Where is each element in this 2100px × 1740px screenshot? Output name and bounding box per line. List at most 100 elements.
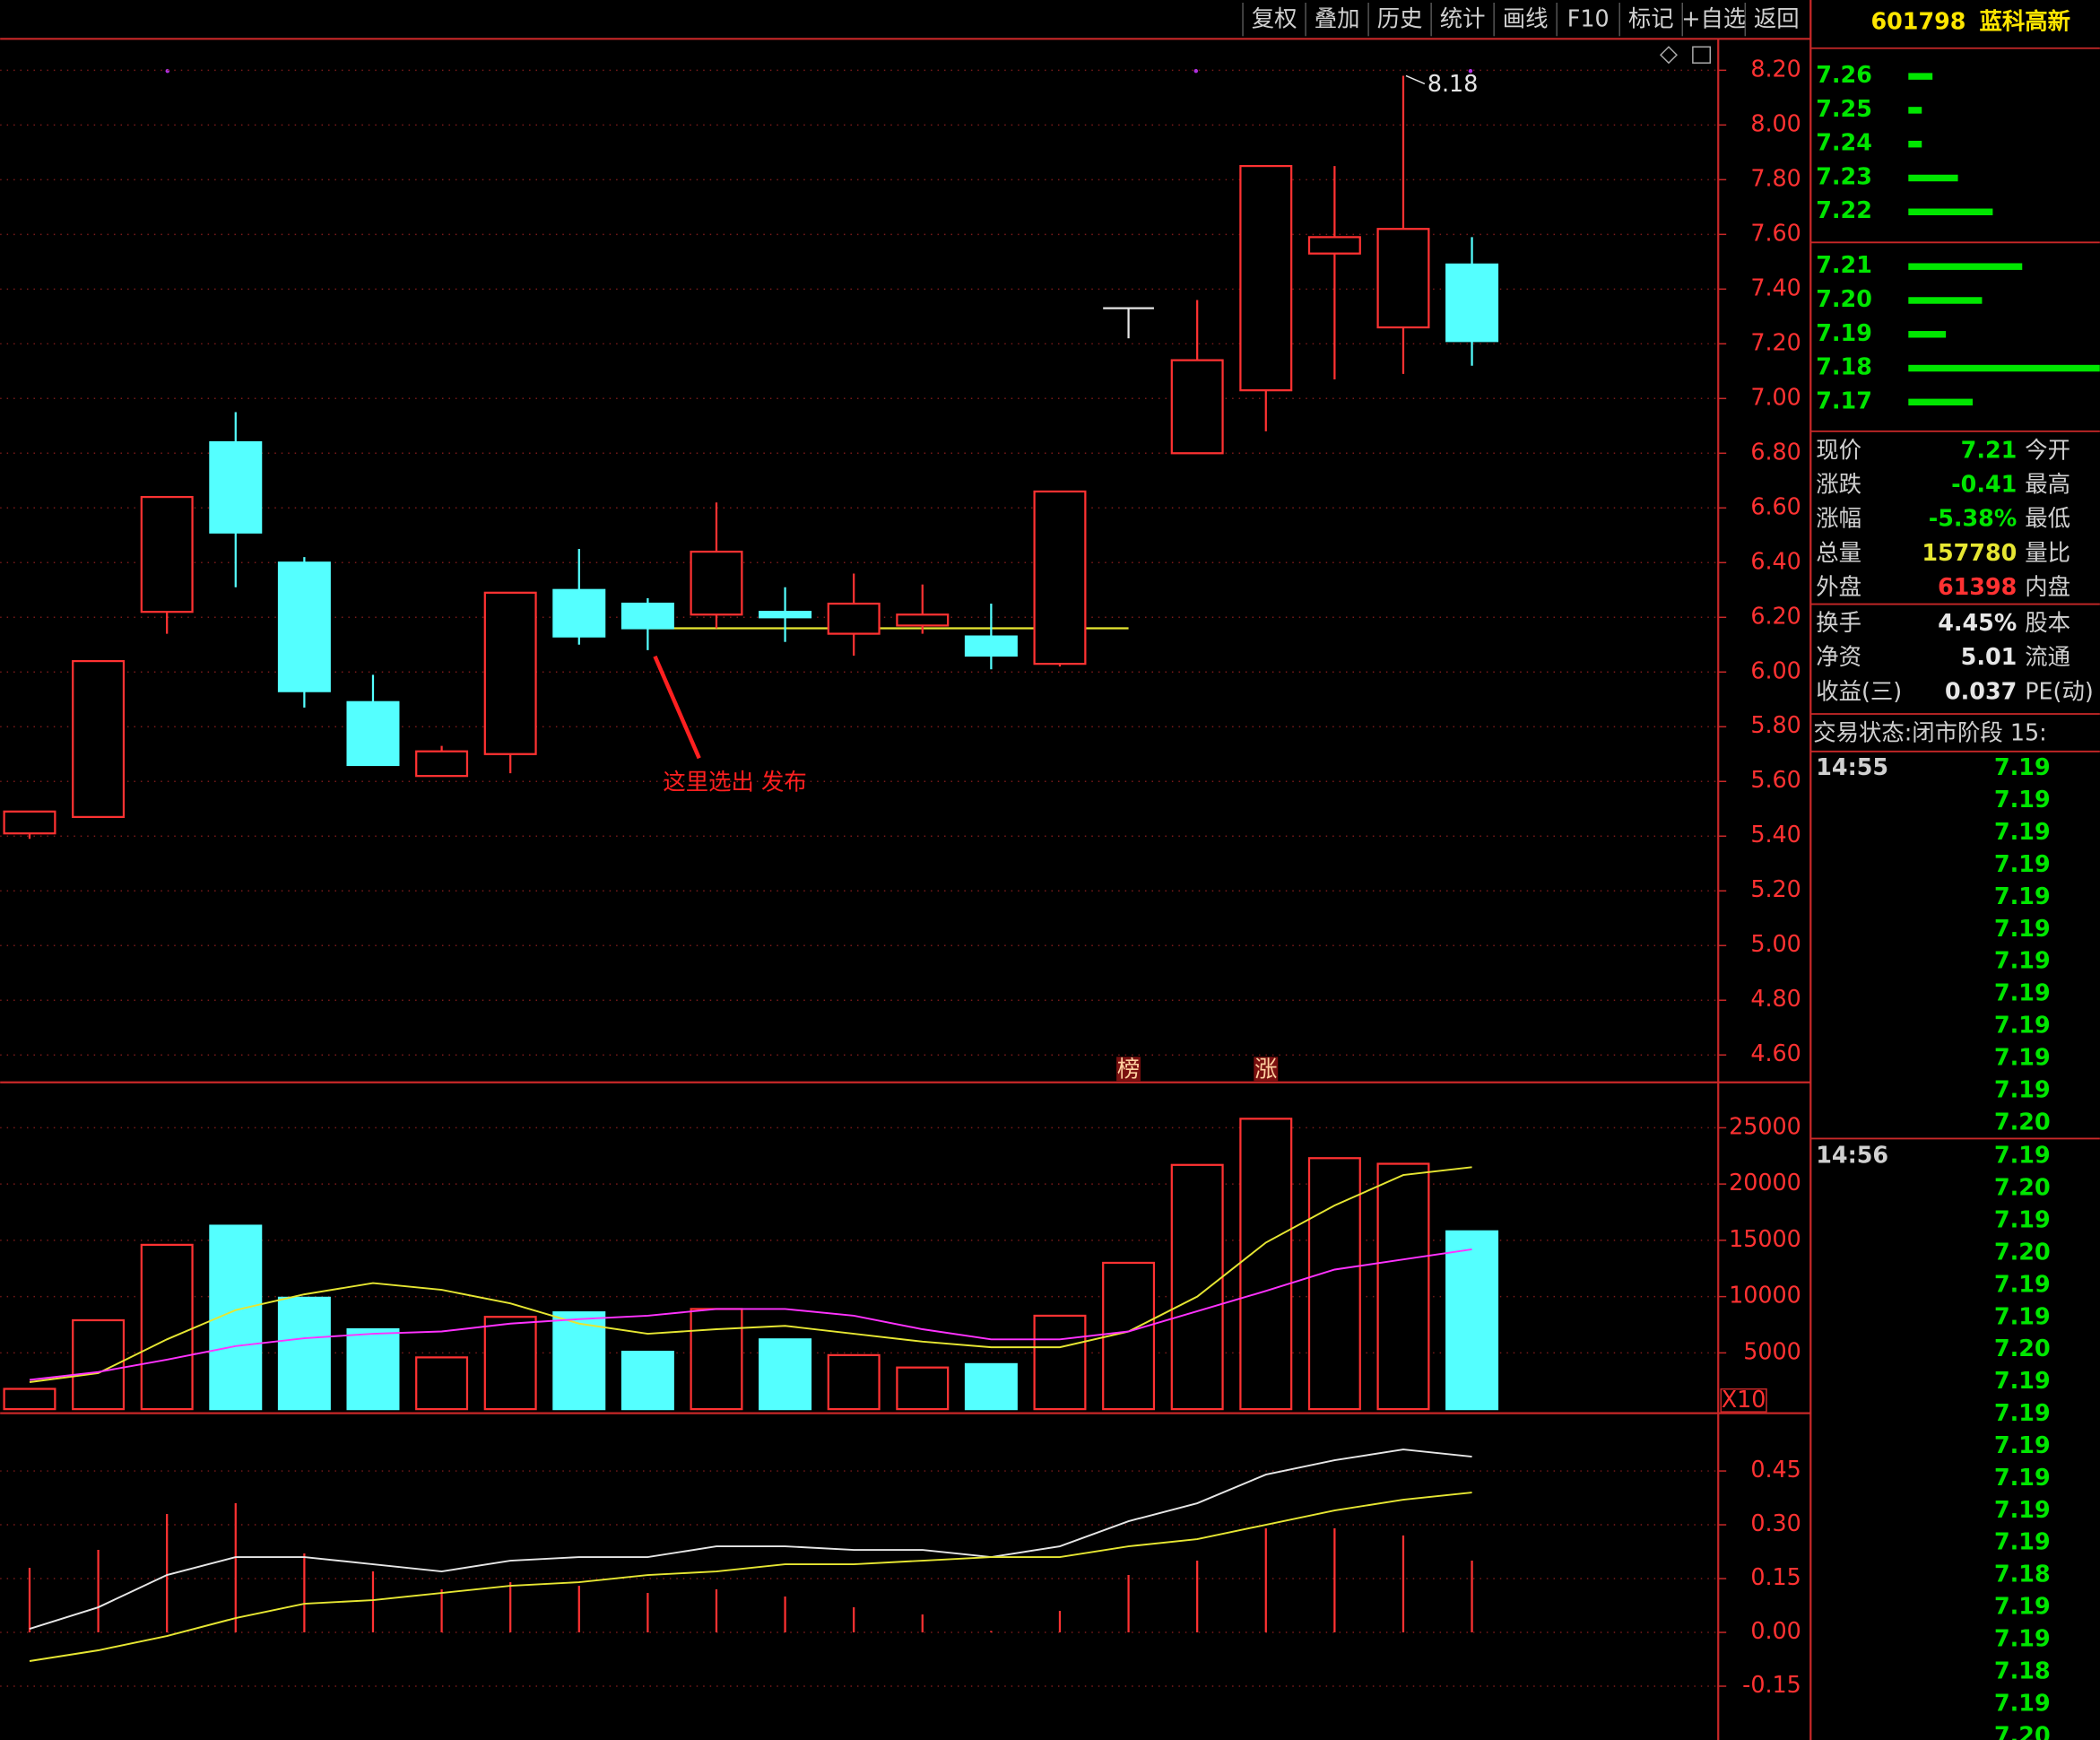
macd-line [29,1492,1472,1662]
y-tick-label: 6.20 [1750,602,1801,629]
quote-right-label: 最低 [2025,505,2070,532]
tick-price: 7.18 [1994,1561,2051,1588]
quote-right-label: 内盘 [2025,573,2070,600]
depth-price: 7.18 [1816,353,1872,380]
toolbar-button[interactable]: 返回 [1754,4,1800,31]
macd-line [29,1449,1472,1630]
quote-value: 0.037 [1945,677,2017,704]
candle-body [964,635,1018,657]
y-tick-label: 5.60 [1750,766,1801,793]
y-tick-label: 7.20 [1750,328,1801,355]
volume-bar [140,1243,194,1411]
tick-price: 7.19 [1994,1270,2051,1297]
volume-bar [759,1338,812,1411]
candle-body [620,602,674,630]
y-tick-label: 4.80 [1750,985,1801,1012]
candle-body [827,602,881,635]
y-tick-label: 6.40 [1750,547,1801,574]
quote-label: 总量 [1816,539,1861,566]
depth-price: 7.19 [1816,319,1872,346]
tick-price: 7.19 [1994,1075,2051,1102]
quote-value: 5.01 [1961,643,2018,670]
volume-bar [1445,1230,1499,1411]
y-tick-label: 5.40 [1750,821,1801,848]
candle-body [346,700,400,767]
volume-bar [3,1388,56,1411]
y-tick-label: 6.80 [1750,438,1801,465]
volume-bar [1307,1157,1361,1411]
tick-price: 7.19 [1994,786,2051,813]
depth-price: 7.24 [1816,129,1872,156]
volume-bar [964,1362,1018,1411]
volume-bar [552,1311,606,1411]
candle-body [209,440,263,534]
volume-ma-line [29,1166,1472,1383]
toolbar-button[interactable]: 标记 [1628,4,1674,31]
toolbar-button[interactable]: 画线 [1503,4,1549,31]
quote-label: 现价 [1816,436,1861,463]
toolbar-button[interactable]: 历史 [1377,4,1423,31]
toolbar-button[interactable]: 复权 [1252,4,1297,31]
tick-price: 7.20 [1994,1335,2051,1362]
volume-bar [415,1356,469,1411]
y-tick-label: 5.80 [1750,711,1801,738]
volume-bar [1376,1162,1430,1411]
tick-price: 7.19 [1994,1689,2051,1716]
quote-label: 净资 [1816,643,1861,670]
quote-value: 157780 [1922,539,2017,566]
depth-bar [1908,174,1958,182]
badge [1116,1057,1141,1082]
depth-bar [1908,208,1993,215]
y-tick-label: 5.20 [1750,875,1801,902]
toolbar-button[interactable]: 叠加 [1315,4,1360,31]
candle-body [277,561,331,692]
tick-price: 7.18 [1994,1657,2051,1683]
candle-body [552,588,606,638]
quote-right-label: 流通 [2025,643,2070,670]
y-tick-label: 6.00 [1750,657,1801,683]
toolbar-button[interactable]: +自选 [1681,4,1746,31]
quote-right-label: 最高 [2025,471,2070,498]
badge [1254,1057,1279,1082]
depth-bar [1908,73,1933,80]
candle-body [690,550,743,616]
toolbar-button[interactable]: 统计 [1440,4,1486,31]
unit-label: X10 [1722,1386,1766,1413]
tick-time: 14:56 [1816,1142,1888,1169]
depth-bar [1908,297,1983,304]
tick-time: 14:55 [1816,753,1888,780]
tick-price: 7.19 [1994,1593,2051,1620]
tick-price: 7.19 [1994,1496,2051,1523]
y-tick-label: 15000 [1729,1225,1801,1252]
depth-price: 7.17 [1816,387,1872,413]
depth-bar [1908,263,2023,270]
y-tick-label: 6.60 [1750,492,1801,519]
candle-body [1376,228,1430,329]
quote-value: 4.45% [1938,609,2017,636]
candle-body [759,611,812,619]
volume-bar [620,1350,674,1411]
quote-label: 换手 [1816,609,1861,636]
toolbar-button[interactable]: F10 [1567,4,1610,31]
depth-price: 7.25 [1816,95,1872,122]
depth-bar [1908,398,1973,406]
y-tick-label: 4.60 [1750,1040,1801,1066]
candle-body [1033,490,1087,666]
y-tick-label: 8.00 [1750,109,1801,136]
y-tick-label: 0.45 [1750,1456,1801,1483]
volume-bar [896,1366,950,1411]
quote-panel: 7.26 7.25 7.24 7.23 7.22 7.21 7.20 7.19 7.18 7.17… [1813,61,2100,1740]
y-tick-label: 7.40 [1750,274,1801,300]
depth-price: 7.21 [1816,251,1872,278]
volume-bar [827,1353,881,1411]
tick-price: 7.19 [1994,850,2051,877]
candle-body [3,810,56,835]
tick-price: 7.19 [1994,1528,2051,1555]
volume-bar [1239,1118,1293,1411]
stock-name: 蓝科高新 [1980,7,2071,34]
badge-label: 涨 [1254,1055,1277,1082]
tick-price: 7.19 [1994,979,2051,1006]
volume-bar [483,1316,537,1411]
